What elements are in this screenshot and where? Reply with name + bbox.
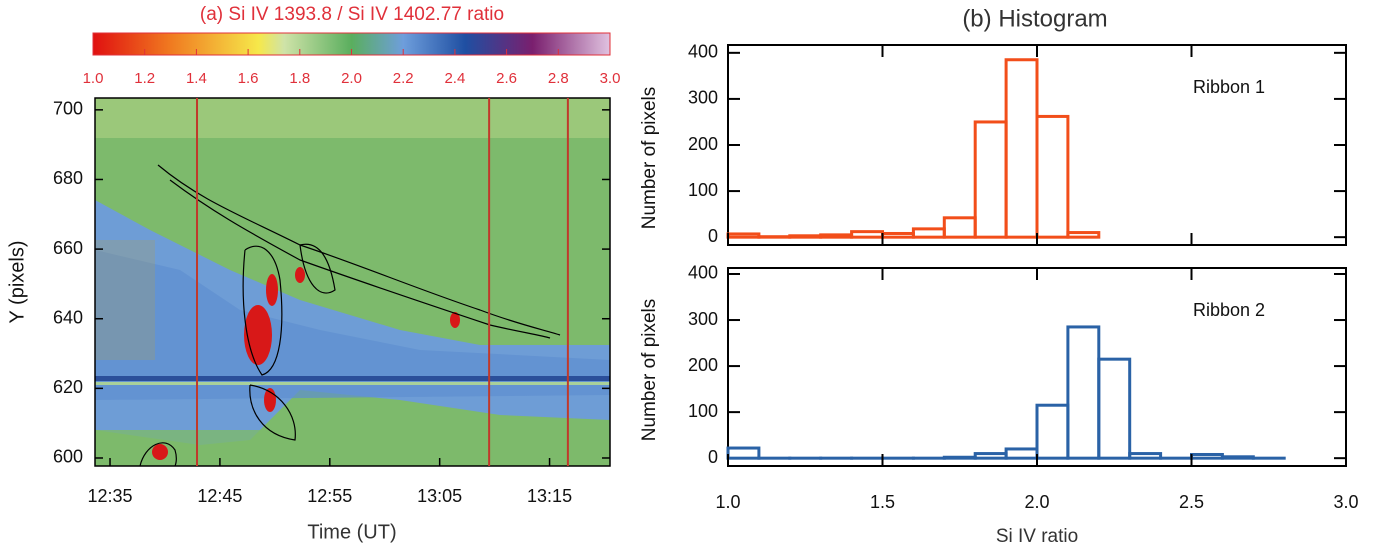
histogram-bar (942, 216, 977, 239)
histogram-bar (1190, 452, 1224, 460)
histogram-bar (942, 455, 977, 460)
histogram-bar (1066, 325, 1101, 460)
x-tick-label: 1.0 (715, 492, 740, 512)
panel-title: (b) Histogram (962, 5, 1107, 32)
histogram-bar (973, 452, 1008, 460)
colorbar-tick-label: 1.0 (83, 70, 104, 87)
x-tick-label: 1.5 (870, 492, 895, 512)
y-tick-label: 200 (688, 355, 718, 375)
colorbar-tick-label: 2.4 (444, 70, 465, 87)
y-tick-label: 100 (688, 180, 718, 200)
ratio-map (95, 98, 610, 466)
colorbar-tick-label: 1.2 (134, 70, 155, 87)
histogram-bar (1220, 455, 1255, 460)
y-tick-label: 300 (688, 309, 718, 329)
x-tick-label: 13:15 (527, 486, 572, 506)
colorbar-tick-label: 2.8 (548, 70, 569, 87)
histogram-bar (881, 231, 915, 239)
y-tick-label: 300 (688, 88, 718, 108)
y-tick-label: 660 (53, 238, 83, 258)
y-tick-label: 400 (688, 42, 718, 62)
y-axis-label: Number of pixels (639, 87, 660, 230)
histogram-bar (1004, 58, 1039, 239)
y-tick-label: 400 (688, 263, 718, 283)
panel-title: (a) Si IV 1393.8 / Si IV 1402.77 ratio (200, 4, 504, 25)
histogram-bar (911, 227, 946, 239)
histogram-bar (1035, 114, 1070, 239)
y-tick-label: 680 (53, 168, 83, 188)
y-tick-label: 640 (53, 307, 83, 327)
x-tick-label: 2.0 (1024, 492, 1049, 512)
x-tick-label: 2.5 (1179, 492, 1204, 512)
x-tick-label: 12:55 (307, 486, 352, 506)
x-axis-label: Time (UT) (307, 521, 396, 543)
colorbar-tick-label: 2.0 (341, 70, 362, 87)
y-axis-label: Number of pixels (639, 299, 660, 442)
colorbar-tick-label: 2.2 (393, 70, 414, 87)
histogram-bar (788, 234, 823, 239)
histogram-bar (1128, 452, 1163, 460)
y-tick-label: 0 (708, 226, 718, 246)
histogram-bar (973, 120, 1008, 239)
histogram-bar (819, 233, 854, 239)
histogram-bar (850, 230, 884, 239)
histogram-bar (726, 232, 761, 239)
y-tick-label: 0 (708, 447, 718, 467)
colorbar-tick-label: 1.4 (186, 70, 207, 87)
legend-label: Ribbon 1 (1193, 77, 1265, 97)
x-tick-label: 12:45 (197, 486, 242, 506)
colorbar-tick-label: 1.8 (289, 70, 310, 87)
histogram-bar (1035, 403, 1070, 460)
plot-frame (94, 97, 611, 467)
x-tick-label: 12:35 (87, 486, 132, 506)
colorbar-tick-label: 2.6 (496, 70, 517, 87)
colorbar-tick-label: 3.0 (600, 70, 621, 87)
y-tick-label: 600 (53, 447, 83, 467)
x-tick-label: 3.0 (1333, 492, 1358, 512)
histogram-bar (1004, 447, 1039, 460)
legend-label: Ribbon 2 (1193, 300, 1265, 320)
x-axis-label: Si IV ratio (996, 526, 1078, 547)
y-tick-label: 200 (688, 134, 718, 154)
histogram-bar (1097, 357, 1132, 460)
y-tick-label: 100 (688, 401, 718, 421)
histogram-bar (1066, 231, 1101, 239)
x-tick-label: 13:05 (417, 486, 462, 506)
y-tick-label: 620 (53, 377, 83, 397)
colorbar-tick-label: 1.6 (238, 70, 259, 87)
y-axis-label: Y (pixels) (6, 241, 28, 324)
y-tick-label: 700 (53, 99, 83, 119)
histogram-bar (726, 446, 761, 460)
